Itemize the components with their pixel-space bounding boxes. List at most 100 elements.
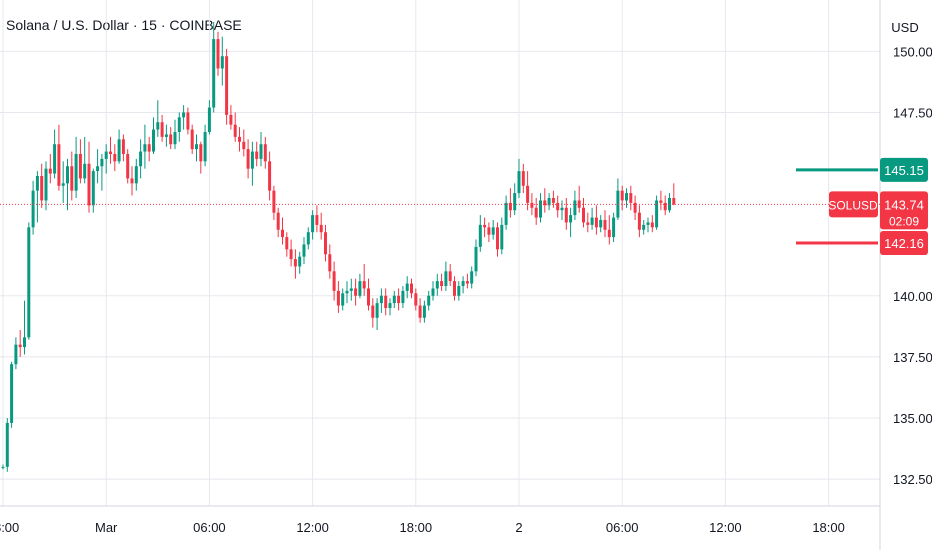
candle xyxy=(375,298,379,330)
candle-body xyxy=(156,122,160,130)
candle xyxy=(440,273,444,291)
candle-body xyxy=(457,286,461,296)
candle-body xyxy=(143,144,147,152)
candle-body xyxy=(31,190,35,228)
upper-price-value: 145.15 xyxy=(884,163,924,178)
candle-body xyxy=(672,198,676,205)
candle-body xyxy=(186,112,190,130)
candle-body xyxy=(74,154,78,191)
candle xyxy=(57,124,61,191)
candle-body xyxy=(551,198,555,203)
candle xyxy=(319,212,323,240)
candle-body xyxy=(470,271,474,284)
candle xyxy=(504,195,508,230)
candle xyxy=(422,300,426,323)
candle xyxy=(603,210,607,238)
candle xyxy=(513,183,517,216)
candle-body xyxy=(126,154,130,179)
candle xyxy=(134,158,138,191)
candle xyxy=(207,100,211,135)
candle xyxy=(564,198,568,230)
candle-body xyxy=(182,112,186,118)
candle xyxy=(431,281,435,301)
candle-body xyxy=(336,290,340,306)
candle-body xyxy=(212,39,216,108)
candle-body xyxy=(517,171,521,194)
candle-body xyxy=(285,237,289,250)
candle-body xyxy=(569,215,573,223)
candle-body xyxy=(134,166,138,184)
candle xyxy=(483,217,487,238)
candle-body xyxy=(44,168,48,201)
candle xyxy=(14,337,18,370)
time-axis[interactable]: 18:00 Mar 06:00 12:00 18:00 2 06:00 12:00 18:00 xyxy=(0,520,845,535)
candle-body xyxy=(190,129,194,150)
candle xyxy=(646,217,650,233)
currency-unit-button[interactable]: USD xyxy=(891,19,919,35)
price-axis[interactable]: 150.00 147.50 140.00 137.50 135.00 132.50 xyxy=(893,44,932,487)
candle xyxy=(199,141,203,174)
candle-body xyxy=(650,222,654,228)
price-tick-label: 140.00 xyxy=(893,289,932,304)
candle-body xyxy=(324,232,327,255)
candle xyxy=(87,141,91,213)
candle-body xyxy=(341,293,345,306)
candle xyxy=(113,144,117,172)
candle xyxy=(491,220,495,240)
time-tick-label: Mar xyxy=(95,520,118,535)
candle xyxy=(379,288,383,313)
candle-body xyxy=(345,290,349,294)
candle xyxy=(349,278,353,301)
candle xyxy=(190,124,194,154)
candle-body xyxy=(465,281,469,284)
candle xyxy=(263,136,267,169)
candle xyxy=(543,188,547,213)
candle-body xyxy=(508,202,512,211)
candle xyxy=(315,205,319,233)
candle-body xyxy=(242,141,246,150)
candle-body xyxy=(612,217,616,238)
candle xyxy=(104,144,108,174)
candle xyxy=(169,127,173,150)
candle-body xyxy=(603,220,607,230)
current-price-tag xyxy=(880,191,928,230)
price-tick-label: 135.00 xyxy=(893,411,932,426)
candle xyxy=(444,261,448,291)
candle xyxy=(268,151,272,201)
candle xyxy=(293,249,297,279)
candle-body xyxy=(87,163,91,206)
candle xyxy=(186,107,190,135)
candle-body xyxy=(263,144,267,162)
candle-body xyxy=(255,151,259,159)
candle-body xyxy=(117,139,121,162)
candle-body xyxy=(379,295,383,304)
candle-body xyxy=(375,303,379,318)
candle xyxy=(83,136,87,184)
candle-body xyxy=(483,224,487,228)
candle-body xyxy=(164,134,168,137)
candle xyxy=(250,141,254,186)
candle xyxy=(599,215,603,233)
candle-body xyxy=(362,281,366,289)
current-price-value: 143.74 xyxy=(884,197,924,212)
candle xyxy=(139,139,143,179)
candle xyxy=(289,239,293,267)
candle xyxy=(336,281,340,313)
candle xyxy=(130,166,134,196)
candle xyxy=(414,288,418,311)
candle-body xyxy=(435,281,439,289)
candle-body xyxy=(66,166,69,184)
symbol-tag xyxy=(829,191,878,218)
bar-countdown: 02:09 xyxy=(889,214,919,228)
candle xyxy=(23,300,26,355)
candle xyxy=(203,124,207,167)
candle-body xyxy=(61,183,65,186)
candle-body xyxy=(431,288,435,296)
time-tick-label: 06:00 xyxy=(606,520,639,535)
candle-body xyxy=(367,288,370,306)
candle-body xyxy=(418,305,422,318)
candle xyxy=(607,215,611,245)
candle xyxy=(453,276,456,301)
candle-body xyxy=(410,283,413,294)
